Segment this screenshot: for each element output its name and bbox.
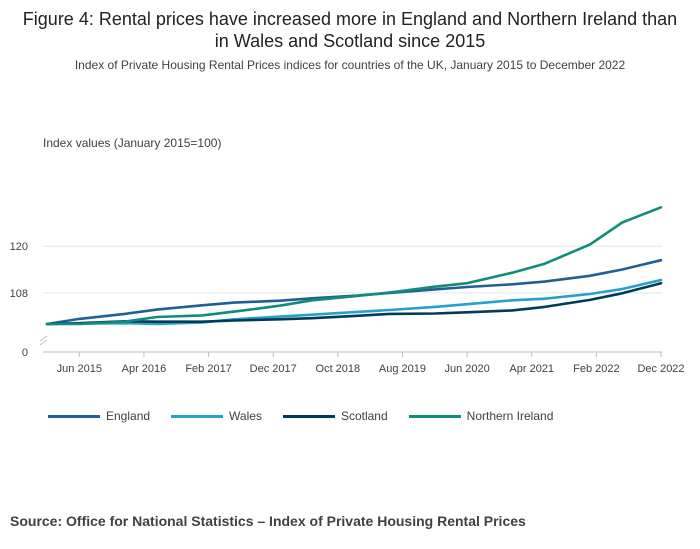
legend-swatch-scotland bbox=[282, 414, 335, 418]
x-tick-label-1: Apr 2016 bbox=[122, 363, 167, 375]
legend-item-scotland[interactable]: Scotland bbox=[282, 409, 388, 423]
legend-label-northern-ireland: Northern Ireland bbox=[466, 409, 554, 423]
x-tick-label-8: Feb 2022 bbox=[573, 363, 619, 375]
y-tick-label-120: 120 bbox=[10, 241, 28, 253]
y-tick-label-108: 108 bbox=[10, 288, 28, 300]
legend-label-england: England bbox=[106, 409, 151, 423]
y-axis-ticks: 0 108 120 bbox=[10, 241, 28, 359]
legend-item-wales[interactable]: Wales bbox=[171, 409, 262, 423]
line-chart: 0 108 120 Jun 2015 Apr 2016 Feb 2017 Dec 2017… bbox=[10, 206, 685, 375]
x-tick-label-6: Jun 2020 bbox=[444, 363, 489, 375]
y-tick-label-0: 0 bbox=[22, 347, 28, 359]
x-tick-label-9: Dec 2022 bbox=[637, 363, 684, 375]
legend-item-northern-ireland[interactable]: Northern Ireland bbox=[408, 409, 554, 423]
legend-label-wales: Wales bbox=[229, 409, 262, 423]
series-line-scotland bbox=[45, 281, 663, 326]
y-axis-label: Index values (January 2015=100) bbox=[43, 136, 222, 150]
legend-label-scotland: Scotland bbox=[340, 409, 388, 423]
series-lines bbox=[45, 206, 663, 326]
legend-swatch-wales bbox=[171, 414, 224, 418]
axis-break-mark bbox=[39, 335, 48, 342]
x-tick-label-4: Oct 2018 bbox=[316, 363, 361, 375]
source-note: Source: Office for National Statistics –… bbox=[10, 513, 526, 529]
axis-break-mark bbox=[39, 339, 48, 346]
series-line-northern-ireland bbox=[45, 206, 663, 326]
legend-swatch-northern-ireland bbox=[408, 414, 461, 418]
x-tick-label-7: Apr 2021 bbox=[509, 363, 554, 375]
legend-swatch-england bbox=[48, 414, 100, 418]
chart-title: Figure 4: Rental prices have increased m… bbox=[22, 9, 678, 51]
x-tick-label-2: Feb 2017 bbox=[185, 363, 231, 375]
x-tick-label-0: Jun 2015 bbox=[57, 363, 102, 375]
series-line-england bbox=[45, 258, 663, 326]
legend: England Wales Scotland Northern Ireland bbox=[48, 409, 574, 423]
legend-item-england[interactable]: England bbox=[48, 409, 150, 423]
series-line-wales bbox=[45, 278, 663, 326]
x-tick-label-3: Dec 2017 bbox=[250, 363, 297, 375]
chart-subtitle: Index of Private Housing Rental Prices i… bbox=[74, 58, 626, 72]
gridlines bbox=[43, 245, 662, 294]
x-tick-label-5: Aug 2019 bbox=[379, 363, 426, 375]
x-axis: Jun 2015 Apr 2016 Feb 2017 Dec 2017 Oct 2018… bbox=[39, 335, 685, 375]
